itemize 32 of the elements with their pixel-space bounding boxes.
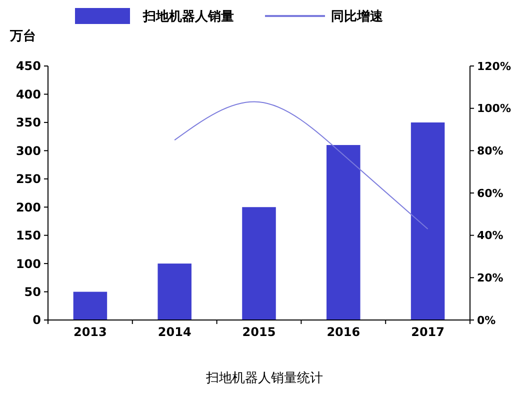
y2-tick-label: 100%	[477, 102, 511, 116]
x-tick-label: 2014	[158, 325, 192, 339]
y-axis-title: 万台	[9, 28, 36, 44]
bar	[326, 145, 360, 320]
bar	[410, 122, 445, 320]
y2-tick-label: 60%	[477, 186, 504, 200]
x-tick-label: 2017	[411, 325, 445, 339]
y-tick-label: 150	[16, 228, 41, 243]
y-tick-label: 200	[16, 200, 41, 214]
y2-tick-label: 120%	[477, 60, 511, 73]
y-tick-label: 450	[16, 59, 41, 74]
y-tick-label: 250	[16, 172, 41, 186]
y-tick-label: 300	[16, 144, 41, 158]
x-tick-label: 2013	[73, 325, 107, 339]
bar	[242, 207, 276, 320]
y-tick-label: 0	[32, 313, 41, 328]
legend-label: 同比增速	[331, 10, 384, 25]
legend-label: 扫地机器人销量	[142, 10, 234, 25]
y2-tick-label: 20%	[477, 272, 504, 285]
bar	[158, 264, 192, 320]
line-series	[174, 101, 428, 230]
text: 扫地机器人销量统计	[205, 371, 323, 386]
bar	[73, 292, 108, 320]
x-tick-label: 2015	[242, 325, 276, 339]
y-tick-label: 100	[16, 256, 41, 271]
y2-tick-label: 40%	[477, 229, 504, 242]
y-tick-label: 350	[16, 116, 41, 130]
y-tick-label: 50	[24, 284, 41, 299]
y2-tick-label: 80%	[477, 144, 504, 158]
y-tick-label: 400	[16, 87, 41, 102]
y2-tick-label: 0%	[477, 314, 496, 327]
x-tick-label: 2016	[326, 325, 360, 339]
